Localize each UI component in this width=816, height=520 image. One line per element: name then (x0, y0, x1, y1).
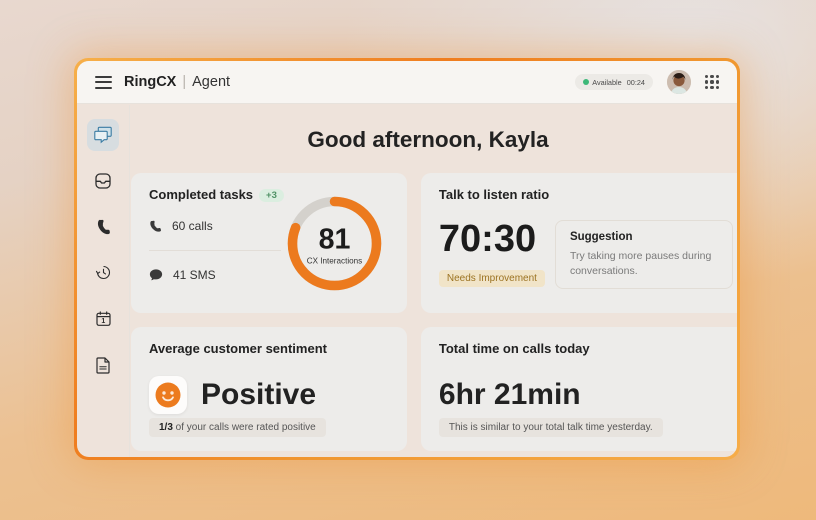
svg-text:81: 81 (319, 223, 351, 255)
svg-text:1: 1 (101, 318, 105, 325)
svg-text:CX Interactions: CX Interactions (307, 256, 362, 265)
